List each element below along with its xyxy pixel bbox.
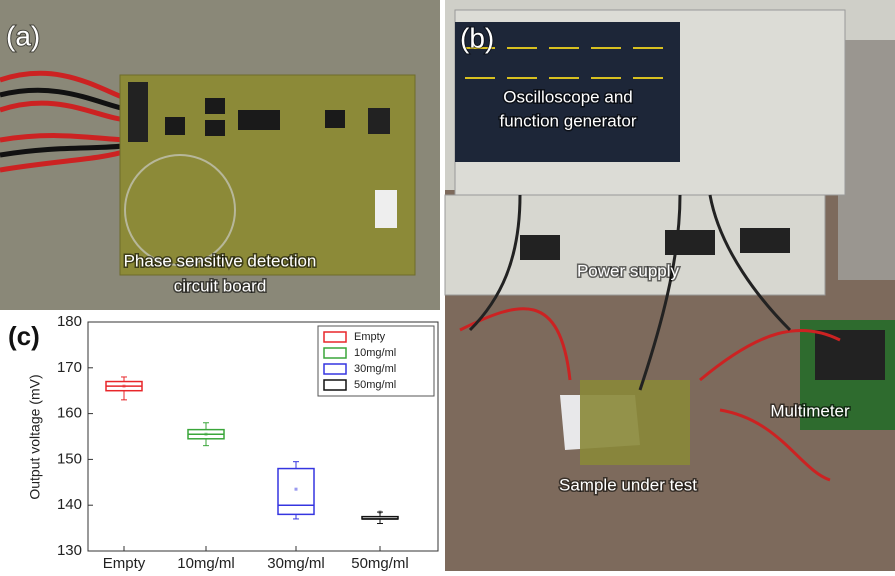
panel-label: (c) bbox=[8, 321, 40, 351]
panel-label: (a) bbox=[6, 20, 40, 51]
x-tick-label: 10mg/ml bbox=[177, 555, 235, 571]
y-tick-label: 130 bbox=[57, 542, 82, 559]
photo-a: (a) Phase sensitive detection circuit bo… bbox=[0, 0, 440, 310]
mean bbox=[205, 433, 208, 436]
mean bbox=[295, 488, 298, 491]
annotation: function generator bbox=[499, 111, 636, 130]
x-tick-label: Empty bbox=[103, 555, 146, 571]
legend-label: 50mg/ml bbox=[354, 379, 396, 391]
figure: (a) Phase sensitive detection circuit bo… bbox=[0, 0, 895, 571]
legend-label: 10mg/ml bbox=[354, 347, 396, 359]
caption: Phase sensitive detection bbox=[124, 251, 317, 270]
caption: circuit board bbox=[174, 276, 267, 295]
y-tick-label: 180 bbox=[57, 313, 82, 330]
x-tick-label: 30mg/ml bbox=[267, 555, 325, 571]
y-tick-label: 160 bbox=[57, 405, 82, 422]
x-tick-label: 50mg/ml bbox=[351, 555, 409, 571]
mean bbox=[123, 385, 126, 388]
y-tick-label: 170 bbox=[57, 359, 82, 376]
annotation: Power supply bbox=[577, 261, 680, 280]
annotation: Oscilloscope and bbox=[503, 87, 632, 106]
legend-label: Empty bbox=[354, 331, 386, 343]
photo-b: (b) Oscilloscope and function generator … bbox=[445, 0, 895, 571]
annotation: Multimeter bbox=[770, 401, 850, 420]
annotation: Sample under test bbox=[559, 475, 697, 494]
y-tick-label: 150 bbox=[57, 450, 82, 467]
y-axis-label: Output voltage (mV) bbox=[27, 374, 43, 499]
mean bbox=[379, 511, 382, 514]
legend-label: 30mg/ml bbox=[354, 363, 396, 375]
y-tick-label: 140 bbox=[57, 496, 82, 513]
panel-label: (b) bbox=[460, 22, 494, 53]
